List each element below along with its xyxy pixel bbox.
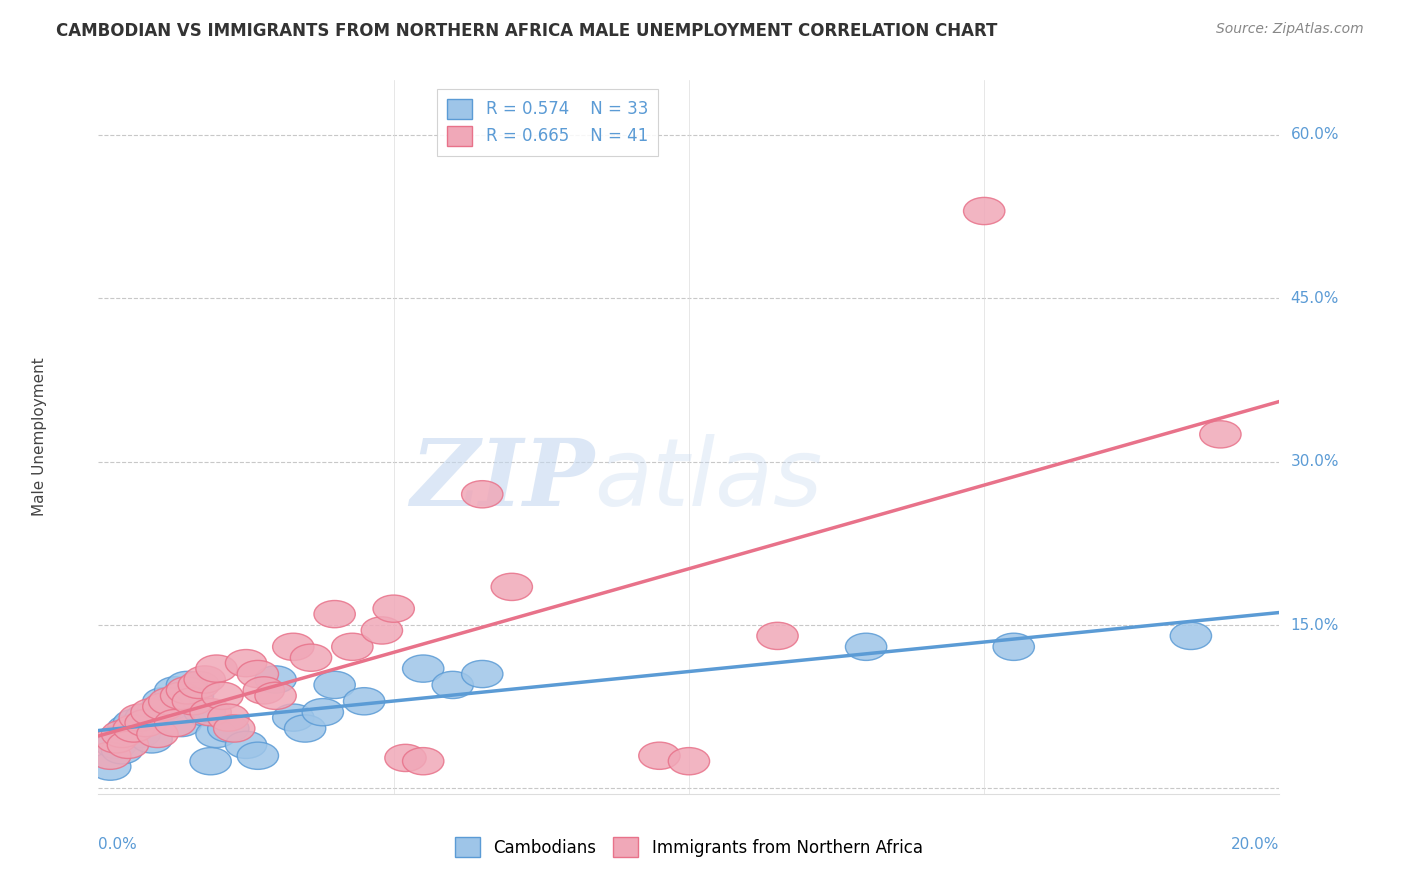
Ellipse shape [385, 744, 426, 772]
Ellipse shape [214, 714, 254, 742]
Ellipse shape [225, 731, 267, 758]
Ellipse shape [107, 731, 149, 758]
Ellipse shape [291, 644, 332, 672]
Text: 0.0%: 0.0% [98, 837, 138, 852]
Legend: Cambodians, Immigrants from Northern Africa: Cambodians, Immigrants from Northern Afr… [449, 830, 929, 864]
Text: Male Unemployment: Male Unemployment [32, 358, 46, 516]
Ellipse shape [273, 704, 314, 731]
Ellipse shape [202, 682, 243, 709]
Ellipse shape [143, 688, 184, 714]
Ellipse shape [96, 726, 136, 753]
Ellipse shape [173, 682, 214, 709]
Ellipse shape [190, 698, 232, 726]
Ellipse shape [461, 481, 503, 508]
Ellipse shape [668, 747, 710, 775]
Ellipse shape [963, 197, 1005, 225]
Ellipse shape [343, 688, 385, 714]
Ellipse shape [373, 595, 415, 623]
Ellipse shape [90, 753, 131, 780]
Ellipse shape [184, 698, 225, 726]
Ellipse shape [173, 688, 214, 714]
Ellipse shape [160, 709, 202, 737]
Ellipse shape [238, 660, 278, 688]
Ellipse shape [190, 747, 232, 775]
Ellipse shape [402, 747, 444, 775]
Text: CAMBODIAN VS IMMIGRANTS FROM NORTHERN AFRICA MALE UNEMPLOYMENT CORRELATION CHART: CAMBODIAN VS IMMIGRANTS FROM NORTHERN AF… [56, 22, 998, 40]
Ellipse shape [179, 672, 219, 698]
Ellipse shape [638, 742, 681, 770]
Ellipse shape [184, 665, 225, 693]
Ellipse shape [112, 709, 155, 737]
Ellipse shape [1199, 421, 1241, 448]
Ellipse shape [195, 721, 238, 747]
Ellipse shape [120, 704, 160, 731]
Ellipse shape [402, 655, 444, 682]
Ellipse shape [120, 721, 160, 747]
Ellipse shape [302, 698, 343, 726]
Ellipse shape [101, 737, 143, 764]
Ellipse shape [491, 574, 533, 600]
Ellipse shape [131, 698, 173, 726]
Ellipse shape [993, 633, 1035, 660]
Ellipse shape [136, 721, 179, 747]
Ellipse shape [195, 655, 238, 682]
Ellipse shape [107, 714, 149, 742]
Ellipse shape [845, 633, 887, 660]
Ellipse shape [166, 677, 208, 704]
Text: 20.0%: 20.0% [1232, 837, 1279, 852]
Text: 30.0%: 30.0% [1291, 454, 1339, 469]
Ellipse shape [332, 633, 373, 660]
Text: ZIP: ZIP [411, 435, 595, 524]
Ellipse shape [125, 704, 166, 731]
Ellipse shape [238, 742, 278, 770]
Ellipse shape [96, 731, 136, 758]
Ellipse shape [432, 672, 474, 698]
Ellipse shape [101, 721, 143, 747]
Ellipse shape [149, 688, 190, 714]
Ellipse shape [254, 665, 297, 693]
Ellipse shape [143, 693, 184, 721]
Ellipse shape [208, 704, 249, 731]
Text: 60.0%: 60.0% [1291, 128, 1339, 142]
Ellipse shape [166, 672, 208, 698]
Ellipse shape [254, 682, 297, 709]
Ellipse shape [131, 726, 173, 753]
Text: 45.0%: 45.0% [1291, 291, 1339, 306]
Ellipse shape [284, 714, 326, 742]
Ellipse shape [225, 649, 267, 677]
Ellipse shape [314, 672, 356, 698]
Ellipse shape [112, 714, 155, 742]
Ellipse shape [155, 709, 195, 737]
Ellipse shape [273, 633, 314, 660]
Ellipse shape [90, 742, 131, 770]
Text: Source: ZipAtlas.com: Source: ZipAtlas.com [1216, 22, 1364, 37]
Ellipse shape [756, 623, 799, 649]
Ellipse shape [361, 617, 402, 644]
Ellipse shape [1170, 623, 1212, 649]
Ellipse shape [208, 714, 249, 742]
Text: 15.0%: 15.0% [1291, 617, 1339, 632]
Ellipse shape [461, 660, 503, 688]
Ellipse shape [243, 677, 284, 704]
Text: atlas: atlas [595, 434, 823, 525]
Ellipse shape [314, 600, 356, 628]
Ellipse shape [125, 709, 166, 737]
Ellipse shape [149, 693, 190, 721]
Ellipse shape [160, 682, 202, 709]
Ellipse shape [155, 677, 195, 704]
Ellipse shape [136, 698, 179, 726]
